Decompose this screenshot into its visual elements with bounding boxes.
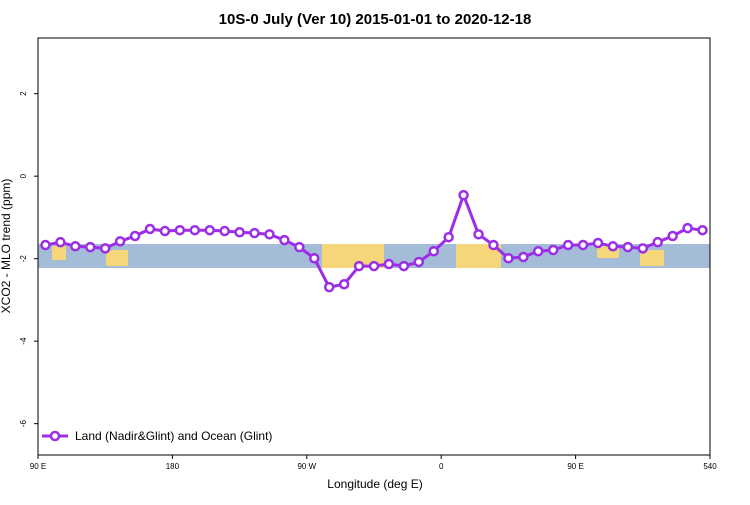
point [607, 241, 619, 252]
point [264, 229, 275, 240]
point [279, 234, 290, 246]
point [189, 224, 201, 236]
y-axis-label: XCO2 - MLO trend (ppm) [0, 179, 13, 314]
point [547, 244, 559, 256]
point [40, 239, 51, 251]
point [562, 239, 574, 251]
point [144, 223, 156, 235]
x-tick-label: 90 E [30, 462, 46, 471]
point [577, 239, 589, 251]
point [323, 281, 335, 293]
point [338, 278, 350, 290]
y-tick-label: 0 [19, 173, 28, 178]
point [592, 237, 604, 249]
point [473, 229, 484, 240]
point [174, 224, 186, 236]
x-tick-label: 0 [439, 462, 444, 471]
point [682, 222, 693, 234]
point [353, 260, 365, 272]
point [309, 253, 320, 264]
point [518, 251, 529, 263]
point [428, 245, 439, 257]
y-tick-label: -2 [19, 255, 28, 263]
legend-marker [49, 430, 61, 442]
x-axis-label: Longitude (deg E) [327, 477, 422, 491]
point [413, 256, 425, 268]
point [488, 239, 499, 251]
chart-title: 10S-0 July (Ver 10) 2015-01-01 to 2020-1… [219, 11, 532, 28]
point [443, 231, 454, 243]
y-tick-label: 2 [19, 91, 28, 96]
point [114, 236, 126, 247]
y-tick-label: -6 [19, 420, 28, 428]
point [383, 258, 395, 270]
point [219, 225, 230, 237]
point [234, 227, 245, 238]
legend-label: Land (Nadir&Glint) and Ocean (Glint) [75, 429, 272, 443]
point [129, 230, 141, 242]
point [204, 224, 215, 236]
point [85, 241, 96, 253]
point [249, 227, 260, 239]
point [99, 243, 111, 254]
point [503, 253, 514, 264]
point [458, 189, 469, 201]
point [652, 236, 663, 248]
x-tick-label: 540 [703, 462, 717, 471]
point [533, 245, 544, 257]
x-tick-label: 180 [166, 462, 180, 471]
point [667, 230, 678, 242]
point [622, 241, 634, 253]
series-line [45, 190, 703, 289]
x-tick-label: 90 E [567, 462, 583, 471]
point [368, 260, 380, 272]
point [294, 241, 305, 253]
x-tick-label: 90 W [297, 462, 316, 471]
plot-frame [37, 37, 711, 456]
point [697, 224, 708, 236]
point [70, 241, 81, 252]
point [159, 225, 171, 237]
y-tick-label: -4 [19, 337, 28, 345]
point [637, 243, 649, 254]
point [398, 260, 410, 272]
point [55, 236, 66, 248]
